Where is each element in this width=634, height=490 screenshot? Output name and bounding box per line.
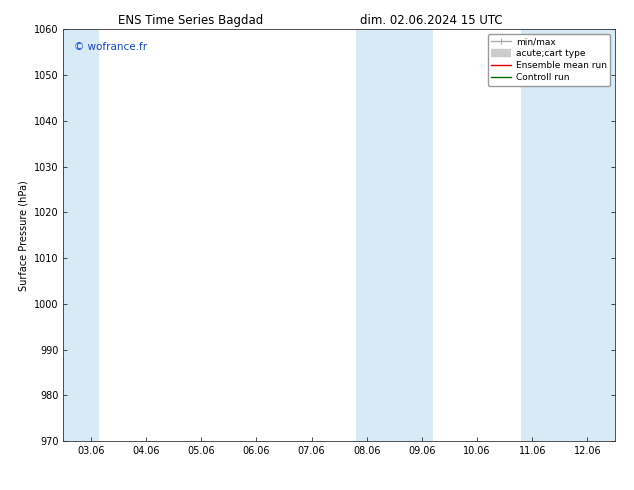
Text: © wofrance.fr: © wofrance.fr [74,42,148,52]
Bar [63,29,100,441]
Y-axis label: Surface Pressure (hPa): Surface Pressure (hPa) [18,180,29,291]
Text: dim. 02.06.2024 15 UTC: dim. 02.06.2024 15 UTC [360,14,502,27]
Bar [356,29,394,441]
Legend: min/max, acute;cart type, Ensemble mean run, Controll run: min/max, acute;cart type, Ensemble mean … [488,34,611,86]
Text: ENS Time Series Bagdad: ENS Time Series Bagdad [117,14,263,27]
Bar [394,29,433,441]
Bar [560,29,615,441]
Bar [521,29,560,441]
